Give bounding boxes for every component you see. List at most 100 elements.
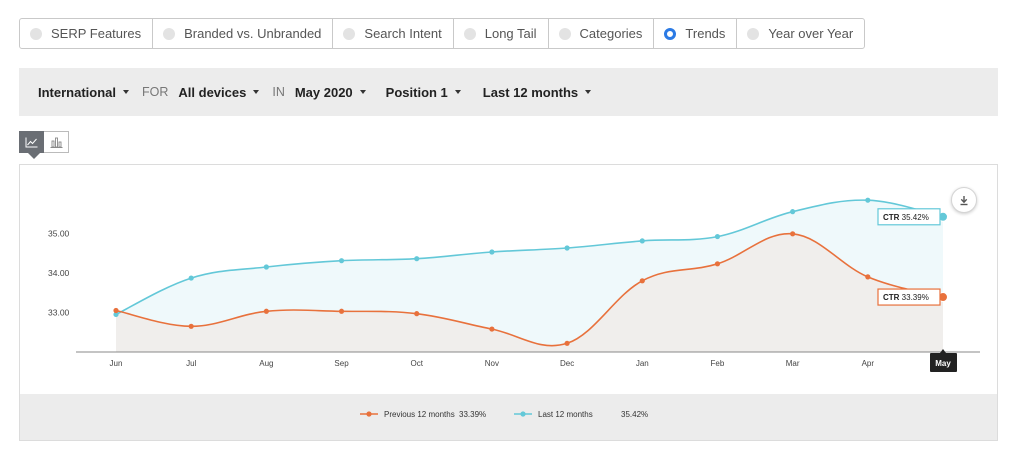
- tab-label: Year over Year: [768, 26, 854, 41]
- devices-value: All devices: [178, 84, 247, 100]
- tab-label: Branded vs. Unbranded: [184, 26, 322, 41]
- x-tick-highlight: [930, 353, 957, 372]
- legend-swatch-dot: [520, 411, 526, 417]
- legend-series-value: 33.39%: [459, 410, 486, 419]
- data-point: [414, 311, 420, 317]
- data-point: [790, 231, 796, 237]
- tab-year-over-year[interactable]: Year over Year: [737, 19, 864, 48]
- chart-panel: 33.00 34.00 35.00 Jun Jul Aug Sep Oct Nov Dec Jan F…: [19, 164, 998, 441]
- filter-bar: International FOR All devices IN May 202…: [19, 68, 998, 116]
- tab-trends[interactable]: Trends: [654, 19, 738, 48]
- tooltip-value: 35.42%: [902, 213, 929, 222]
- tooltip-box: [877, 288, 941, 306]
- in-label: IN: [272, 85, 285, 99]
- tab-label: Long Tail: [484, 26, 537, 41]
- radio-icon: [343, 27, 356, 40]
- data-point: [564, 245, 570, 251]
- download-icon: [960, 195, 968, 205]
- data-point: [188, 275, 194, 281]
- x-tick-label: Jul: [186, 359, 196, 368]
- radio-icon: [747, 27, 760, 40]
- y-tick-label: 34.00: [48, 268, 70, 278]
- radio-icon: [30, 27, 42, 40]
- radio-selected-icon: [664, 27, 677, 40]
- data-point: [714, 261, 721, 267]
- download-button[interactable]: [951, 187, 977, 213]
- radio-icon: [463, 27, 476, 40]
- devices-dropdown[interactable]: All devices: [178, 84, 260, 100]
- data-point: [188, 323, 194, 329]
- data-point: [639, 238, 645, 244]
- data-point: [489, 249, 495, 255]
- position-dropdown[interactable]: Position 1: [386, 85, 461, 100]
- tooltip-value: 33.39%: [902, 293, 929, 302]
- tooltip-text: CTR 35.42%: [883, 213, 929, 222]
- legend-swatch-dot: [366, 411, 372, 417]
- x-tick-label: Mar: [786, 359, 800, 368]
- series-line-1: [115, 199, 944, 316]
- trend-chart: 33.00 34.00 35.00 Jun Jul Aug Sep Oct Nov Dec Jan F…: [48, 197, 980, 419]
- tab-label: Search Intent: [364, 26, 442, 41]
- tab-categories[interactable]: Categories: [549, 19, 655, 48]
- x-tick-label: Jan: [636, 359, 649, 368]
- legend-area: [20, 394, 997, 440]
- data-point: [263, 308, 269, 314]
- legend-series-name: Previous 12 months: [384, 410, 455, 419]
- for-label: FOR: [142, 85, 169, 99]
- position-value: Position 1: [385, 84, 448, 100]
- tab-search-intent[interactable]: Search Intent: [333, 19, 454, 48]
- tab-label: SERP Features: [51, 26, 142, 41]
- x-tick-label: Sep: [334, 359, 349, 368]
- bar-chart-icon: [50, 137, 62, 148]
- month-value: May 2020: [294, 84, 353, 100]
- x-tick-label: May: [935, 359, 951, 368]
- tab-serp-features[interactable]: SERP Features: [20, 19, 154, 48]
- caret-down-icon: [454, 90, 461, 94]
- line-chart-icon: [25, 137, 38, 147]
- report-tabs: SERP Features Branded vs. Unbranded Sear…: [19, 18, 866, 49]
- bar-chart-button[interactable]: [44, 131, 69, 153]
- data-point: [564, 340, 570, 346]
- range-value: Last 12 months: [482, 84, 579, 100]
- region-dropdown[interactable]: International: [38, 84, 130, 100]
- caret-down-icon: [359, 90, 366, 94]
- legend-series-name: Last 12 months: [538, 410, 593, 419]
- chart-type-toggle: [19, 131, 69, 153]
- data-point: [113, 311, 119, 318]
- x-tick-label: Jun: [110, 359, 123, 368]
- x-tick-label: Oct: [411, 359, 424, 368]
- tooltip-text: CTR 33.39%: [883, 293, 929, 302]
- radio-icon: [163, 27, 176, 40]
- tab-branded-vs-unbranded[interactable]: Branded vs. Unbranded: [153, 19, 334, 48]
- data-point: [639, 278, 645, 284]
- tab-long-tail[interactable]: Long Tail: [454, 19, 549, 48]
- range-dropdown[interactable]: Last 12 months: [482, 84, 592, 100]
- caret-down-icon: [253, 90, 260, 94]
- line-chart-button[interactable]: [19, 131, 44, 153]
- tooltip-label: CTR: [883, 293, 902, 302]
- data-point: [790, 209, 796, 215]
- caret-down-icon: [585, 90, 592, 94]
- data-point: [338, 308, 345, 314]
- legend-series-value: 35.42%: [621, 410, 648, 419]
- region-value: International: [38, 84, 117, 100]
- x-tick-label: Feb: [711, 359, 725, 368]
- data-point: [263, 264, 269, 270]
- month-dropdown[interactable]: May 2020: [295, 85, 366, 100]
- y-tick-label: 35.00: [48, 228, 70, 238]
- tab-label: Trends: [685, 26, 726, 41]
- data-point: [865, 274, 871, 280]
- radio-icon: [558, 27, 571, 40]
- caret-down-icon: [123, 90, 130, 94]
- y-tick-label: 33.00: [48, 307, 70, 317]
- x-tick-label: Apr: [862, 359, 875, 368]
- data-point: [865, 197, 871, 203]
- toggle-pointer: [28, 153, 40, 159]
- data-point: [489, 326, 495, 332]
- data-point: [113, 307, 119, 314]
- x-tick-label: Aug: [259, 359, 273, 368]
- data-point: [714, 233, 721, 240]
- x-tick-highlight-pointer: [940, 349, 946, 353]
- tooltip-box: [877, 208, 941, 226]
- x-tick-label: Nov: [485, 359, 499, 368]
